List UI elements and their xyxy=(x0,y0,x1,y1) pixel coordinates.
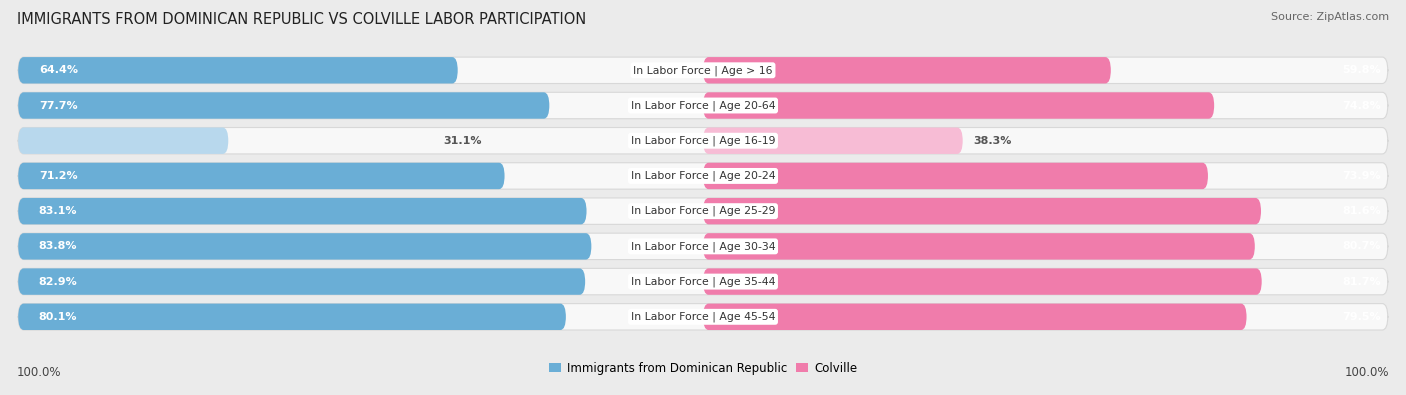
FancyBboxPatch shape xyxy=(18,163,505,189)
FancyBboxPatch shape xyxy=(703,198,1261,224)
Text: 81.6%: 81.6% xyxy=(1343,206,1381,216)
FancyBboxPatch shape xyxy=(18,304,565,330)
FancyBboxPatch shape xyxy=(18,57,1388,83)
Text: 71.2%: 71.2% xyxy=(39,171,77,181)
Text: In Labor Force | Age 20-64: In Labor Force | Age 20-64 xyxy=(631,100,775,111)
Text: 38.3%: 38.3% xyxy=(974,136,1012,146)
Text: 79.5%: 79.5% xyxy=(1343,312,1381,322)
FancyBboxPatch shape xyxy=(18,268,585,295)
FancyBboxPatch shape xyxy=(18,233,1388,260)
FancyBboxPatch shape xyxy=(18,92,1388,119)
Text: 64.4%: 64.4% xyxy=(39,65,77,75)
Text: In Labor Force | Age 16-19: In Labor Force | Age 16-19 xyxy=(631,135,775,146)
FancyBboxPatch shape xyxy=(18,128,228,154)
Text: 31.1%: 31.1% xyxy=(443,136,482,146)
FancyBboxPatch shape xyxy=(703,57,1111,83)
FancyBboxPatch shape xyxy=(703,233,1254,260)
FancyBboxPatch shape xyxy=(18,92,550,119)
Text: 74.8%: 74.8% xyxy=(1343,100,1381,111)
FancyBboxPatch shape xyxy=(703,268,1261,295)
FancyBboxPatch shape xyxy=(18,57,458,83)
Text: In Labor Force | Age 25-29: In Labor Force | Age 25-29 xyxy=(631,206,775,216)
Text: In Labor Force | Age 20-24: In Labor Force | Age 20-24 xyxy=(631,171,775,181)
FancyBboxPatch shape xyxy=(18,128,1388,154)
FancyBboxPatch shape xyxy=(18,233,592,260)
Text: 83.8%: 83.8% xyxy=(39,241,77,251)
Text: Source: ZipAtlas.com: Source: ZipAtlas.com xyxy=(1271,12,1389,22)
Text: 80.1%: 80.1% xyxy=(39,312,77,322)
Text: 59.8%: 59.8% xyxy=(1343,65,1381,75)
FancyBboxPatch shape xyxy=(18,163,1388,189)
FancyBboxPatch shape xyxy=(703,304,1247,330)
FancyBboxPatch shape xyxy=(703,128,963,154)
FancyBboxPatch shape xyxy=(18,198,1388,224)
Text: IMMIGRANTS FROM DOMINICAN REPUBLIC VS COLVILLE LABOR PARTICIPATION: IMMIGRANTS FROM DOMINICAN REPUBLIC VS CO… xyxy=(17,12,586,27)
Text: 83.1%: 83.1% xyxy=(39,206,77,216)
Text: 82.9%: 82.9% xyxy=(39,276,77,287)
Text: In Labor Force | Age 45-54: In Labor Force | Age 45-54 xyxy=(631,312,775,322)
FancyBboxPatch shape xyxy=(703,163,1208,189)
Text: 80.7%: 80.7% xyxy=(1343,241,1381,251)
FancyBboxPatch shape xyxy=(18,268,1388,295)
Text: In Labor Force | Age 35-44: In Labor Force | Age 35-44 xyxy=(631,276,775,287)
Text: 77.7%: 77.7% xyxy=(39,100,77,111)
Text: 100.0%: 100.0% xyxy=(1344,366,1389,379)
FancyBboxPatch shape xyxy=(18,304,1388,330)
Text: 100.0%: 100.0% xyxy=(17,366,62,379)
Text: 73.9%: 73.9% xyxy=(1343,171,1381,181)
Legend: Immigrants from Dominican Republic, Colville: Immigrants from Dominican Republic, Colv… xyxy=(548,362,858,375)
FancyBboxPatch shape xyxy=(703,92,1215,119)
Text: 81.7%: 81.7% xyxy=(1343,276,1381,287)
Text: In Labor Force | Age > 16: In Labor Force | Age > 16 xyxy=(633,65,773,75)
FancyBboxPatch shape xyxy=(18,198,586,224)
Text: In Labor Force | Age 30-34: In Labor Force | Age 30-34 xyxy=(631,241,775,252)
